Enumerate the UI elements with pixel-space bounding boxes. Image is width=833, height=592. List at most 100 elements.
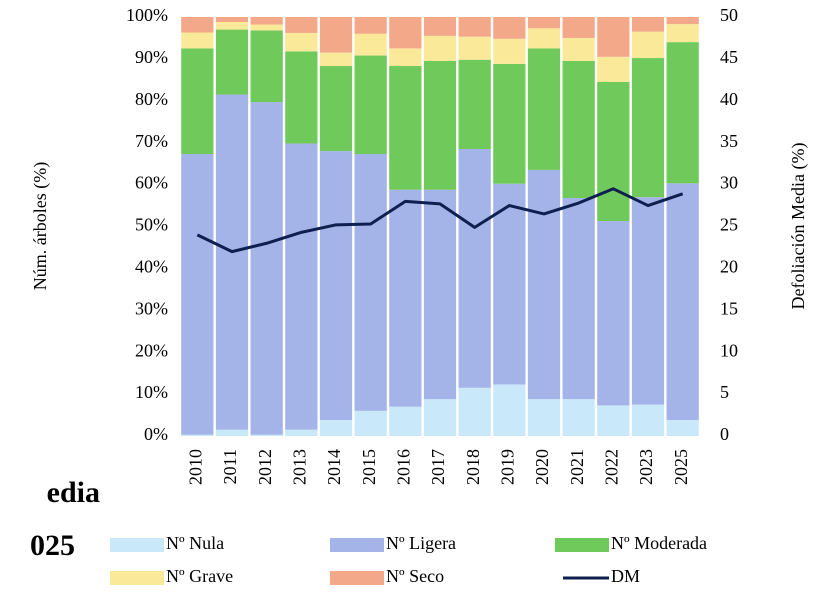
y2-tick-label: 50 bbox=[720, 5, 738, 25]
bar-segment bbox=[458, 148, 491, 388]
x-tick-label: 2022 bbox=[601, 449, 621, 485]
bar-segment bbox=[389, 406, 422, 436]
bar-segment bbox=[250, 434, 283, 436]
bar-segment bbox=[250, 17, 283, 25]
bar-segment bbox=[493, 183, 526, 385]
legend-label: DM bbox=[611, 566, 640, 586]
title-fragment: 025 bbox=[30, 529, 75, 562]
x-tick-label: 2021 bbox=[567, 449, 587, 485]
bar-segment bbox=[389, 48, 422, 67]
y-tick-label: 90% bbox=[135, 47, 168, 67]
bar-segment bbox=[250, 102, 283, 435]
x-tick-label: 2014 bbox=[324, 449, 344, 485]
y-tick-label: 20% bbox=[135, 340, 168, 360]
bar-segment bbox=[631, 58, 665, 198]
y-tick-label: 30% bbox=[135, 298, 168, 318]
legend-swatch bbox=[330, 538, 384, 552]
bar-segment bbox=[181, 32, 214, 49]
bar-segment bbox=[285, 51, 318, 144]
x-tick-label: 2023 bbox=[636, 449, 656, 485]
x-tick-label: 2011 bbox=[220, 449, 240, 484]
title-fragment: edia bbox=[47, 476, 100, 509]
bar-segment bbox=[631, 404, 665, 436]
bar-segment bbox=[493, 63, 526, 184]
y-axis-label: Núm. árboles (%) bbox=[30, 162, 51, 290]
bar-segment bbox=[319, 66, 353, 152]
bar-segment bbox=[354, 17, 387, 34]
bar-segment bbox=[389, 17, 422, 49]
y-tick-label: 80% bbox=[135, 89, 168, 109]
bar-segment bbox=[181, 434, 214, 436]
bar-segment bbox=[285, 17, 318, 33]
bar-segment bbox=[389, 66, 422, 190]
y-tick-label: 70% bbox=[135, 131, 168, 151]
x-tick-label: 2015 bbox=[359, 449, 379, 485]
y2-tick-label: 15 bbox=[720, 298, 738, 318]
legend-label: Nº Ligera bbox=[386, 533, 456, 553]
y2-tick-label: 0 bbox=[720, 424, 729, 444]
x-tick-label: 2017 bbox=[428, 449, 448, 485]
bar-segment bbox=[631, 17, 665, 32]
bar-segment bbox=[666, 17, 699, 25]
y2-tick-label: 25 bbox=[720, 215, 738, 235]
x-tick-label: 2020 bbox=[532, 449, 552, 485]
bar-segment bbox=[285, 32, 318, 52]
bar-segment bbox=[527, 48, 561, 170]
bar-segment bbox=[285, 143, 318, 430]
legend-swatch bbox=[330, 571, 384, 585]
bar-segment bbox=[250, 30, 283, 103]
y2-tick-label: 35 bbox=[720, 131, 738, 151]
bar-segment bbox=[181, 48, 214, 155]
bar-segment bbox=[562, 399, 595, 436]
bar-segment bbox=[215, 429, 249, 436]
y-tick-label: 0% bbox=[144, 424, 168, 444]
bar-segment bbox=[354, 33, 387, 56]
bar-segment bbox=[666, 183, 699, 421]
bar-segment bbox=[527, 399, 561, 436]
bar-segment bbox=[493, 384, 526, 436]
x-tick-label: 2019 bbox=[497, 449, 517, 485]
bar-segment bbox=[562, 17, 595, 38]
x-tick-label: 2012 bbox=[255, 449, 275, 485]
bar-segment bbox=[527, 17, 561, 29]
bar-segment bbox=[631, 31, 665, 59]
bar-segment bbox=[458, 36, 491, 60]
x-tick-label: 2018 bbox=[463, 449, 483, 485]
x-tick-label: 2010 bbox=[185, 449, 205, 485]
bar-segment bbox=[423, 35, 457, 61]
y-tick-label: 60% bbox=[135, 173, 168, 193]
y-tick-label: 10% bbox=[135, 382, 168, 402]
bar-segment bbox=[458, 387, 491, 436]
bar-segment bbox=[319, 420, 353, 436]
bar-segment bbox=[562, 198, 595, 400]
bar-segment bbox=[562, 60, 595, 199]
legend-swatch bbox=[555, 538, 609, 552]
bar-segment bbox=[389, 189, 422, 407]
y2-tick-label: 5 bbox=[720, 382, 729, 402]
bar-segment bbox=[215, 22, 249, 30]
line-series bbox=[196, 187, 684, 254]
bar-segment bbox=[423, 17, 457, 36]
bar-segment bbox=[250, 24, 283, 31]
y-tick-label: 40% bbox=[135, 257, 168, 277]
bar-segment bbox=[527, 28, 561, 49]
bar-segment bbox=[354, 410, 387, 436]
bar-segment bbox=[423, 60, 457, 190]
legend-label: Nº Moderada bbox=[611, 533, 707, 553]
bar-segment bbox=[666, 42, 699, 184]
bar-segment bbox=[666, 24, 699, 43]
bar-segment bbox=[597, 405, 630, 436]
y-tick-label: 100% bbox=[126, 5, 168, 25]
legend-label: Nº Grave bbox=[166, 566, 233, 586]
bar-segment bbox=[215, 29, 249, 95]
bar-segment bbox=[319, 151, 353, 421]
bar-segment bbox=[631, 197, 665, 405]
bar-segment bbox=[597, 17, 630, 57]
x-tick-label: 2013 bbox=[289, 449, 309, 485]
bar-segment bbox=[458, 17, 491, 37]
legend-swatch bbox=[110, 538, 164, 552]
bar-segment bbox=[181, 154, 214, 435]
bar-segment bbox=[597, 81, 630, 222]
bar-segment bbox=[423, 399, 457, 436]
